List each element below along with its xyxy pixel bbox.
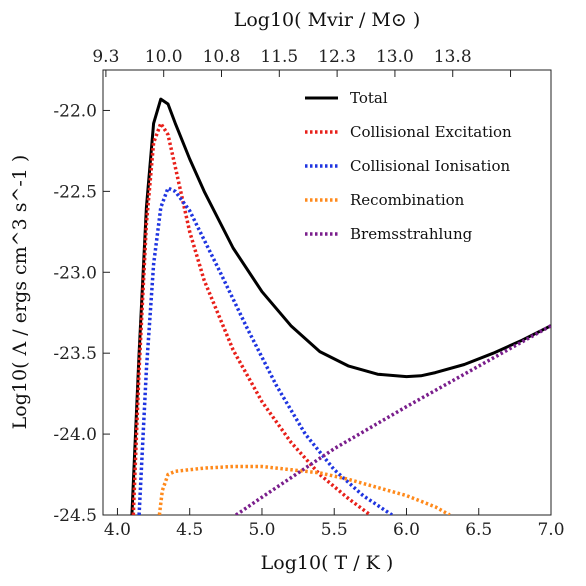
series-lines: [130, 97, 551, 515]
y-tick-label: -24.5: [53, 506, 97, 526]
plot-frame: [102, 69, 552, 516]
x-tick-label: 4.5: [176, 520, 203, 540]
top-tick-label: 13.0: [376, 47, 414, 67]
series-line-bremsstrahlung: [235, 324, 551, 515]
y-axis-title: Log10( Λ / ergs cm^3 s^-1 ): [9, 155, 31, 430]
x-tick-label: 6.0: [393, 520, 420, 540]
x-tick-label: 5.0: [248, 520, 275, 540]
x-tick-label: 4.0: [104, 520, 131, 540]
top-tick-label: 11.5: [260, 47, 298, 67]
legend-label: Total: [350, 89, 388, 107]
top-axis-ticks: 9.3 10.0 10.8 11.5 12.3 13.0 13.8: [92, 47, 512, 77]
y-tick-label: -24.0: [53, 425, 97, 445]
x-tick-label: 7.0: [537, 520, 564, 540]
top-tick-label: 13.8: [434, 47, 472, 67]
series-line-collisional-ionisation: [137, 186, 393, 515]
legend-label: Collisional Ionisation: [350, 157, 511, 175]
y-tick-label: -22.5: [53, 182, 97, 202]
x-axis-title: Log10( T / K ): [261, 552, 394, 574]
legend: Total Collisional Excitation Collisional I…: [305, 89, 512, 243]
top-tick-label: 10.8: [203, 47, 241, 67]
legend-label: Collisional Excitation: [350, 123, 512, 141]
series-line-total: [130, 97, 551, 515]
x-tick-label: 5.5: [321, 520, 348, 540]
y-tick-label: -23.0: [53, 263, 97, 283]
y-tick-label: -22.0: [53, 101, 97, 121]
top-tick-label: 9.3: [92, 47, 119, 67]
top-tick-label: 10.0: [145, 47, 183, 67]
legend-label: Recombination: [350, 191, 465, 209]
top-axis-title: Log10( Mvir / M⊙ ): [234, 9, 421, 31]
x-tick-label: 6.5: [465, 520, 492, 540]
series-line-recombination: [157, 464, 451, 515]
legend-label: Bremsstrahlung: [350, 225, 473, 243]
x-axis-ticks: 4.0 4.5 5.0 5.5 6.0 6.5 7.0: [104, 508, 565, 540]
series-line-collisional-excitation: [131, 121, 372, 515]
top-tick-label: 12.3: [318, 47, 356, 67]
y-axis-ticks: -22.0 -22.5 -23.0 -23.5 -24.0 -24.5: [53, 101, 110, 526]
y-tick-label: -23.5: [53, 344, 97, 364]
